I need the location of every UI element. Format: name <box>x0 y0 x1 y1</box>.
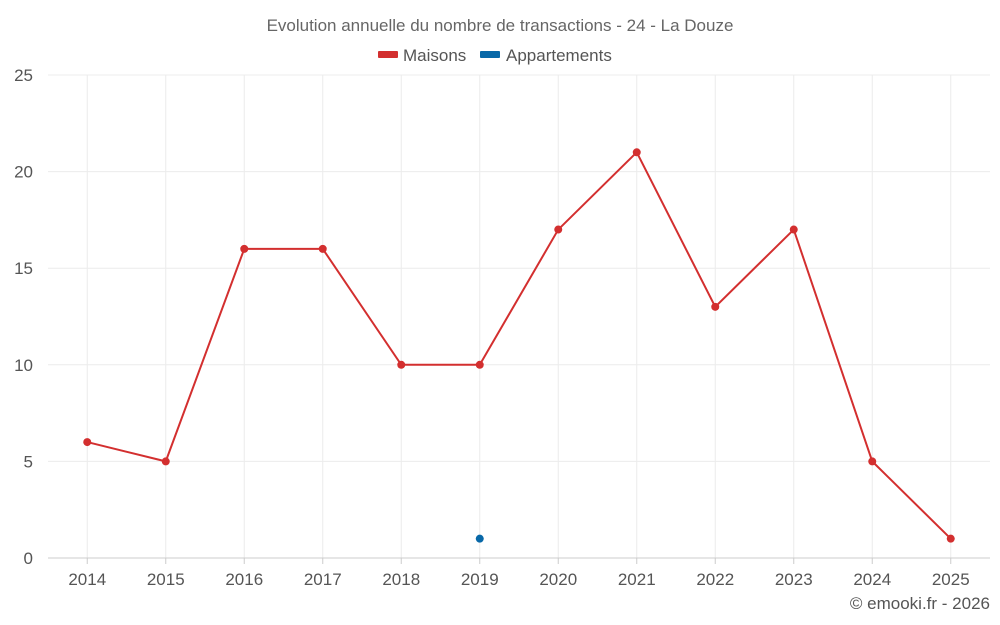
data-point-maisons[interactable] <box>946 534 955 543</box>
data-point-maisons[interactable] <box>789 225 798 234</box>
x-tick-label: 2015 <box>147 570 185 589</box>
x-tick-label: 2017 <box>304 570 342 589</box>
data-point-maisons[interactable] <box>711 302 720 311</box>
x-tick-label: 2023 <box>775 570 813 589</box>
y-tick-label: 25 <box>14 66 33 85</box>
legend-label-appartements: Appartements <box>506 46 612 65</box>
data-point-maisons[interactable] <box>868 457 877 466</box>
x-tick-label: 2016 <box>225 570 263 589</box>
y-tick-label: 15 <box>14 259 33 278</box>
series-line-maisons <box>87 150 952 540</box>
legend: Maisons Appartements <box>378 46 612 65</box>
credit-text: © emooki.fr - 2026 <box>850 594 990 613</box>
series <box>83 148 955 543</box>
data-point-appartements[interactable] <box>475 534 484 543</box>
data-point-maisons[interactable] <box>318 244 327 253</box>
y-tick-label: 5 <box>24 452 33 471</box>
data-point-maisons[interactable] <box>554 225 563 234</box>
data-point-maisons[interactable] <box>475 360 484 369</box>
x-tick-label: 2024 <box>853 570 891 589</box>
legend-swatch-appartements <box>480 51 500 58</box>
y-tick-label: 0 <box>24 549 33 568</box>
chart-title: Evolution annuelle du nombre de transact… <box>267 16 734 35</box>
data-point-maisons[interactable] <box>397 360 406 369</box>
legend-item-appartements[interactable]: Appartements <box>480 46 612 65</box>
x-tick-label: 2020 <box>539 570 577 589</box>
legend-swatch-maisons <box>378 51 398 58</box>
x-tick-label: 2025 <box>932 570 970 589</box>
x-tick-label: 2014 <box>68 570 106 589</box>
data-point-maisons[interactable] <box>161 457 170 466</box>
y-tick-label: 10 <box>14 356 33 375</box>
x-tick-label: 2022 <box>696 570 734 589</box>
data-point-maisons[interactable] <box>83 438 92 447</box>
gridlines <box>48 74 990 558</box>
data-point-maisons[interactable] <box>632 148 641 157</box>
x-tick-label: 2021 <box>618 570 656 589</box>
series-appartements <box>475 534 484 543</box>
y-tick-label: 20 <box>14 163 33 182</box>
data-point-maisons[interactable] <box>240 244 249 253</box>
legend-label-maisons: Maisons <box>403 46 466 65</box>
series-maisons <box>83 148 955 543</box>
x-tick-label: 2018 <box>382 570 420 589</box>
legend-item-maisons[interactable]: Maisons <box>378 46 466 65</box>
x-tick-label: 2019 <box>461 570 499 589</box>
